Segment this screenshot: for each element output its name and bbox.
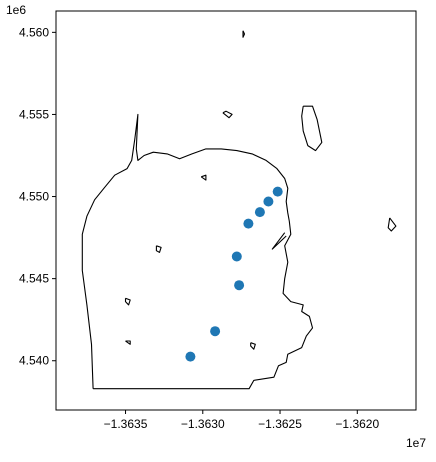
scatter-point-6: [210, 326, 221, 337]
x-tick-label: −1.3635: [104, 417, 148, 431]
scatter-points: [185, 186, 283, 362]
x-tick-label: −1.3620: [335, 417, 379, 431]
x-axis-ticks: −1.3635 −1.3630 −1.3625 −1.3620: [104, 410, 379, 431]
y-tick-label: 4.540: [19, 354, 49, 368]
map-outline-6: [155, 245, 162, 253]
scatter-point-0: [272, 186, 283, 197]
map-outline-7: [124, 297, 131, 306]
map-outline-2: [222, 110, 233, 119]
map-outline-1: [242, 30, 246, 38]
map-outline-10: [200, 174, 207, 181]
map-outline-9: [250, 342, 256, 350]
scatter-point-3: [243, 218, 254, 229]
map-outline-3: [301, 105, 323, 152]
y-tick-label: 4.545: [19, 272, 49, 286]
map-outline-8: [125, 340, 131, 345]
y-axis-ticks: 4.540 4.545 4.550 4.555 4.560: [19, 25, 56, 368]
y-tick-label: 4.560: [19, 25, 49, 39]
x-tick-label: −1.3625: [258, 417, 302, 431]
y-tick-label: 4.550: [19, 190, 49, 204]
scatter-point-7: [185, 351, 196, 362]
map-outlines: [81, 30, 397, 390]
scatter-point-1: [263, 196, 274, 207]
scatter-point-5: [234, 280, 245, 291]
y-tick-label: 4.555: [19, 107, 49, 121]
scatter-point-4: [231, 251, 242, 262]
map-outline-0: [81, 113, 314, 390]
y-axis-scale-label: 1e6: [6, 3, 26, 17]
scatter-point-2: [254, 207, 265, 218]
map-outline-5: [271, 232, 287, 250]
map-outline-4: [387, 217, 397, 232]
axes-frame: [55, 10, 417, 411]
x-axis-scale-label: 1e7: [406, 436, 426, 450]
x-tick-label: −1.3630: [181, 417, 225, 431]
